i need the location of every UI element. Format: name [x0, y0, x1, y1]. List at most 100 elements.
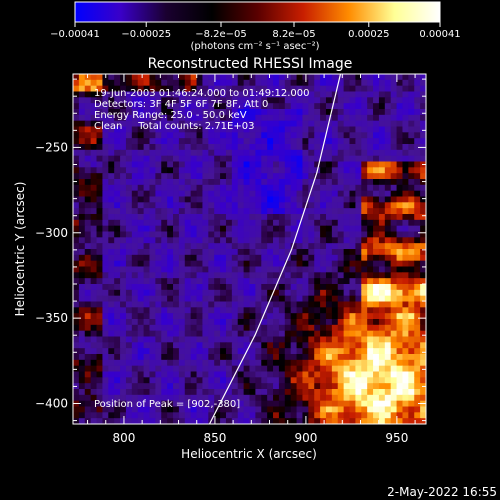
heatmap-cell — [367, 406, 374, 413]
annotation-clean: Clean Total counts: 2.71E+03 — [94, 121, 254, 132]
heatmap-cell — [402, 184, 409, 192]
heatmap-cell — [367, 79, 374, 87]
heatmap-cell — [208, 400, 215, 408]
heatmap-cell — [237, 225, 245, 233]
heatmap-cell — [125, 284, 133, 291]
heatmap-cell — [273, 260, 280, 268]
heatmap-cell — [420, 208, 426, 215]
heatmap-cell — [161, 126, 168, 133]
heatmap-cell — [143, 103, 151, 110]
heatmap-cell — [243, 184, 251, 192]
heatmap-cell — [143, 289, 151, 297]
heatmap-cell — [208, 278, 215, 285]
heatmap-cell — [173, 406, 180, 413]
heatmap-cell — [84, 126, 92, 133]
heatmap-cell — [208, 79, 215, 87]
heatmap-cell — [167, 155, 174, 163]
heatmap-cell — [267, 167, 274, 174]
heatmap-cell — [267, 307, 274, 314]
heatmap-cell — [402, 225, 409, 233]
heatmap-cell — [125, 336, 133, 343]
heatmap-cell — [167, 79, 174, 87]
heatmap-cell — [73, 109, 80, 116]
heatmap-cell — [408, 394, 415, 402]
heatmap-cell — [202, 342, 209, 349]
heatmap-cell — [349, 85, 356, 93]
heatmap-cell — [414, 179, 421, 186]
heatmap-cell — [284, 354, 292, 361]
heatmap-cell — [308, 214, 315, 221]
heatmap-cell — [267, 359, 274, 367]
heatmap-cell — [384, 97, 392, 104]
heatmap-cell — [161, 359, 168, 367]
heatmap-cell — [143, 202, 151, 209]
heatmap-cell — [284, 371, 292, 378]
heatmap-cell — [349, 208, 356, 215]
heatmap-cell — [325, 354, 333, 361]
heatmap-cell — [108, 173, 115, 180]
heatmap-cell — [249, 371, 256, 378]
heatmap-cell — [402, 324, 409, 332]
heatmap-cell — [396, 284, 404, 291]
heatmap-cell — [225, 79, 233, 87]
heatmap-cell — [190, 389, 198, 396]
heatmap-cell — [131, 359, 139, 367]
heatmap-cell — [108, 219, 115, 227]
heatmap-cell — [267, 202, 274, 209]
heatmap-cell — [120, 406, 127, 413]
heatmap-cell — [343, 249, 351, 256]
heatmap-cell — [337, 202, 345, 209]
heatmap-cell — [90, 412, 98, 419]
heatmap-cell — [337, 301, 345, 308]
heatmap-cell — [296, 97, 304, 104]
heatmap-cell — [73, 196, 80, 203]
heatmap-cell — [278, 307, 286, 314]
heatmap-cell — [320, 114, 327, 122]
heatmap-cell — [155, 354, 162, 361]
heatmap-cell — [273, 161, 280, 168]
heatmap-cell — [337, 348, 345, 355]
heatmap-cell — [190, 132, 198, 139]
heatmap-cell — [90, 74, 98, 81]
heatmap-cell — [184, 208, 192, 215]
heatmap-cell — [420, 348, 426, 355]
heatmap-cell — [337, 190, 345, 198]
heatmap-cell — [355, 330, 362, 338]
heatmap-cell — [408, 161, 415, 168]
heatmap-cell — [314, 97, 321, 104]
heatmap-cell — [231, 243, 239, 250]
heatmap-cell — [355, 243, 362, 250]
heatmap-cell — [302, 179, 309, 186]
heatmap-cell — [131, 202, 139, 209]
heatmap-cell — [361, 132, 368, 139]
heatmap-cell — [178, 295, 186, 303]
heatmap-cell — [290, 138, 298, 145]
heatmap-cell — [114, 190, 121, 198]
heatmap-cell — [225, 167, 233, 174]
heatmap-cell — [420, 173, 426, 180]
heatmap-cell — [167, 114, 174, 122]
heatmap-cell — [308, 359, 315, 367]
heatmap-cell — [278, 278, 286, 285]
heatmap-cell — [420, 190, 426, 198]
heatmap-cell — [325, 383, 333, 390]
heatmap-cell — [355, 79, 362, 87]
heatmap-cell — [137, 97, 145, 104]
heatmap-cell — [278, 249, 286, 256]
heatmap-cell — [261, 155, 268, 163]
heatmap-cell — [237, 412, 245, 419]
heatmap-cell — [214, 313, 221, 320]
heatmap-cell — [249, 103, 256, 110]
heatmap-cell — [149, 190, 156, 198]
heatmap-cell — [390, 319, 398, 326]
heatmap-cell — [196, 161, 204, 168]
heatmap-cell — [355, 272, 362, 279]
heatmap-cell — [90, 254, 98, 262]
heatmap-cell — [231, 377, 239, 384]
heatmap-cell — [373, 97, 380, 104]
heatmap-cell — [84, 324, 92, 332]
heatmap-cell — [167, 91, 174, 98]
heatmap-cell — [355, 208, 362, 215]
heatmap-cell — [384, 266, 392, 273]
heatmap-cell — [302, 412, 309, 419]
